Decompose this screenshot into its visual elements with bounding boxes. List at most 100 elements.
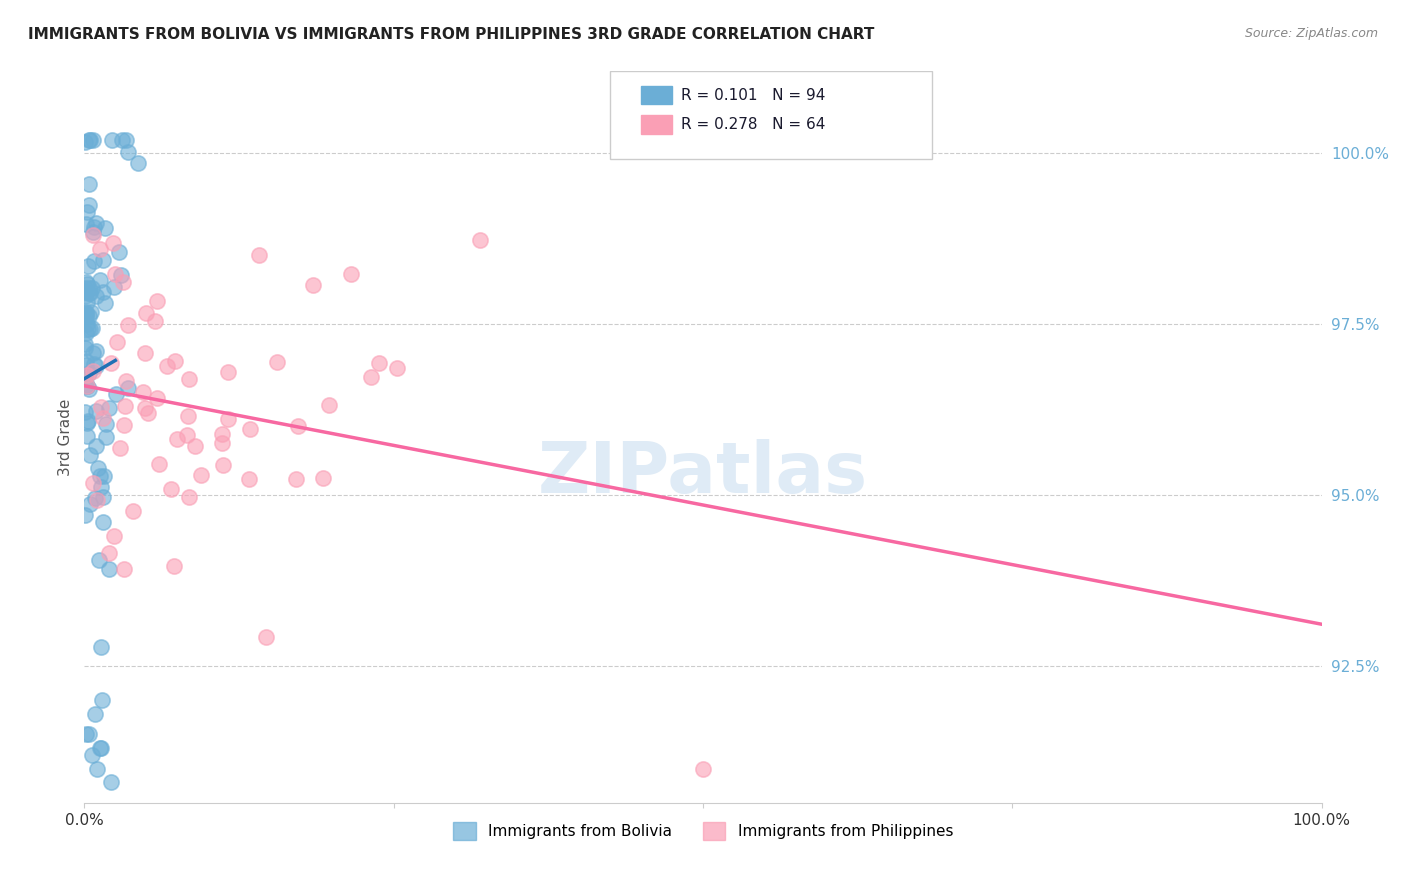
Immigrants from Bolivia — [93, 468, 115, 483]
Immigrants from Philippines — [254, 630, 277, 644]
Immigrants from Philippines — [97, 546, 120, 560]
Immigrants from Philippines — [692, 762, 714, 776]
Immigrants from Bolivia — [82, 346, 104, 360]
Immigrants from Bolivia — [98, 562, 121, 576]
Immigrants from Bolivia — [75, 354, 97, 368]
Immigrants from Bolivia — [76, 429, 98, 443]
Immigrants from Bolivia — [77, 198, 100, 212]
Immigrants from Bolivia — [101, 133, 124, 147]
Immigrants from Philippines — [318, 398, 340, 412]
Immigrants from Bolivia — [86, 289, 108, 303]
Immigrants from Bolivia — [79, 321, 101, 335]
Immigrants from Philippines — [159, 482, 181, 496]
Immigrants from Bolivia — [89, 480, 111, 494]
Immigrants from Philippines — [165, 354, 187, 368]
Immigrants from Bolivia — [96, 430, 118, 444]
Immigrants from Bolivia — [73, 136, 96, 150]
Immigrants from Bolivia — [75, 305, 97, 319]
Immigrants from Bolivia — [87, 461, 110, 475]
Immigrants from Philippines — [103, 529, 125, 543]
Immigrants from Bolivia — [91, 515, 114, 529]
Immigrants from Bolivia — [75, 337, 97, 351]
Immigrants from Philippines — [247, 248, 270, 262]
Immigrants from Bolivia — [79, 133, 101, 147]
Immigrants from Bolivia — [104, 387, 127, 401]
Immigrants from Bolivia — [75, 727, 97, 741]
Immigrants from Bolivia — [75, 405, 97, 419]
Immigrants from Bolivia — [84, 403, 107, 417]
Immigrants from Bolivia — [75, 275, 97, 289]
Immigrants from Philippines — [211, 426, 233, 441]
Immigrants from Bolivia — [79, 448, 101, 462]
Immigrants from Philippines — [212, 458, 235, 472]
Legend: Immigrants from Bolivia, Immigrants from Philippines: Immigrants from Bolivia, Immigrants from… — [447, 815, 959, 847]
Immigrants from Philippines — [156, 359, 179, 373]
Immigrants from Bolivia — [89, 741, 111, 756]
Immigrants from Philippines — [238, 472, 260, 486]
Immigrants from Philippines — [301, 278, 323, 293]
Immigrants from Bolivia — [84, 491, 107, 506]
Immigrants from Bolivia — [89, 469, 111, 483]
Immigrants from Bolivia — [73, 508, 96, 522]
Immigrants from Bolivia — [86, 762, 108, 776]
Immigrants from Philippines — [239, 422, 262, 436]
Immigrants from Bolivia — [77, 366, 100, 380]
Immigrants from Philippines — [367, 356, 389, 370]
Immigrants from Bolivia — [117, 381, 139, 395]
Immigrants from Bolivia — [79, 286, 101, 301]
Immigrants from Philippines — [148, 458, 170, 472]
Immigrants from Philippines — [103, 267, 125, 281]
Immigrants from Philippines — [163, 558, 186, 573]
Immigrants from Bolivia — [91, 253, 114, 268]
Immigrants from Bolivia — [73, 369, 96, 384]
Immigrants from Philippines — [115, 375, 138, 389]
Immigrants from Philippines — [76, 368, 98, 383]
Immigrants from Philippines — [340, 267, 363, 281]
Immigrants from Philippines — [117, 318, 139, 332]
Text: IMMIGRANTS FROM BOLIVIA VS IMMIGRANTS FROM PHILIPPINES 3RD GRADE CORRELATION CHA: IMMIGRANTS FROM BOLIVIA VS IMMIGRANTS FR… — [28, 27, 875, 42]
Immigrants from Bolivia — [82, 133, 104, 147]
Immigrants from Bolivia — [110, 268, 132, 282]
Immigrants from Philippines — [82, 364, 104, 378]
Immigrants from Philippines — [91, 411, 114, 425]
Text: R = 0.278   N = 64: R = 0.278 N = 64 — [681, 117, 825, 132]
Immigrants from Bolivia — [83, 219, 105, 234]
Immigrants from Bolivia — [76, 379, 98, 393]
Immigrants from Philippines — [90, 401, 112, 415]
Immigrants from Bolivia — [84, 216, 107, 230]
Immigrants from Philippines — [132, 384, 155, 399]
Immigrants from Bolivia — [75, 358, 97, 372]
Immigrants from Philippines — [211, 436, 233, 450]
Immigrants from Bolivia — [84, 344, 107, 359]
FancyBboxPatch shape — [641, 86, 672, 104]
Immigrants from Philippines — [89, 242, 111, 256]
Immigrants from Bolivia — [75, 281, 97, 295]
Immigrants from Bolivia — [84, 439, 107, 453]
Immigrants from Philippines — [100, 356, 122, 370]
Immigrants from Bolivia — [96, 417, 118, 431]
Immigrants from Philippines — [176, 428, 198, 442]
Immigrants from Bolivia — [83, 254, 105, 268]
Immigrants from Bolivia — [76, 204, 98, 219]
Immigrants from Bolivia — [97, 401, 120, 415]
Immigrants from Bolivia — [77, 285, 100, 300]
Immigrants from Bolivia — [110, 133, 132, 147]
Immigrants from Philippines — [76, 378, 98, 392]
Immigrants from Philippines — [285, 472, 308, 486]
Immigrants from Philippines — [166, 432, 188, 446]
Immigrants from Philippines — [136, 406, 159, 420]
Immigrants from Bolivia — [77, 727, 100, 741]
Immigrants from Philippines — [190, 468, 212, 483]
Immigrants from Bolivia — [82, 747, 104, 762]
Immigrants from Philippines — [146, 293, 169, 308]
Immigrants from Philippines — [184, 439, 207, 453]
Immigrants from Bolivia — [76, 416, 98, 430]
Y-axis label: 3rd Grade: 3rd Grade — [58, 399, 73, 475]
Immigrants from Bolivia — [100, 775, 122, 789]
Immigrants from Bolivia — [77, 309, 100, 323]
Immigrants from Philippines — [179, 371, 201, 385]
Immigrants from Bolivia — [117, 145, 139, 159]
FancyBboxPatch shape — [610, 71, 932, 159]
Immigrants from Bolivia — [94, 221, 117, 235]
Immigrants from Bolivia — [76, 317, 98, 331]
